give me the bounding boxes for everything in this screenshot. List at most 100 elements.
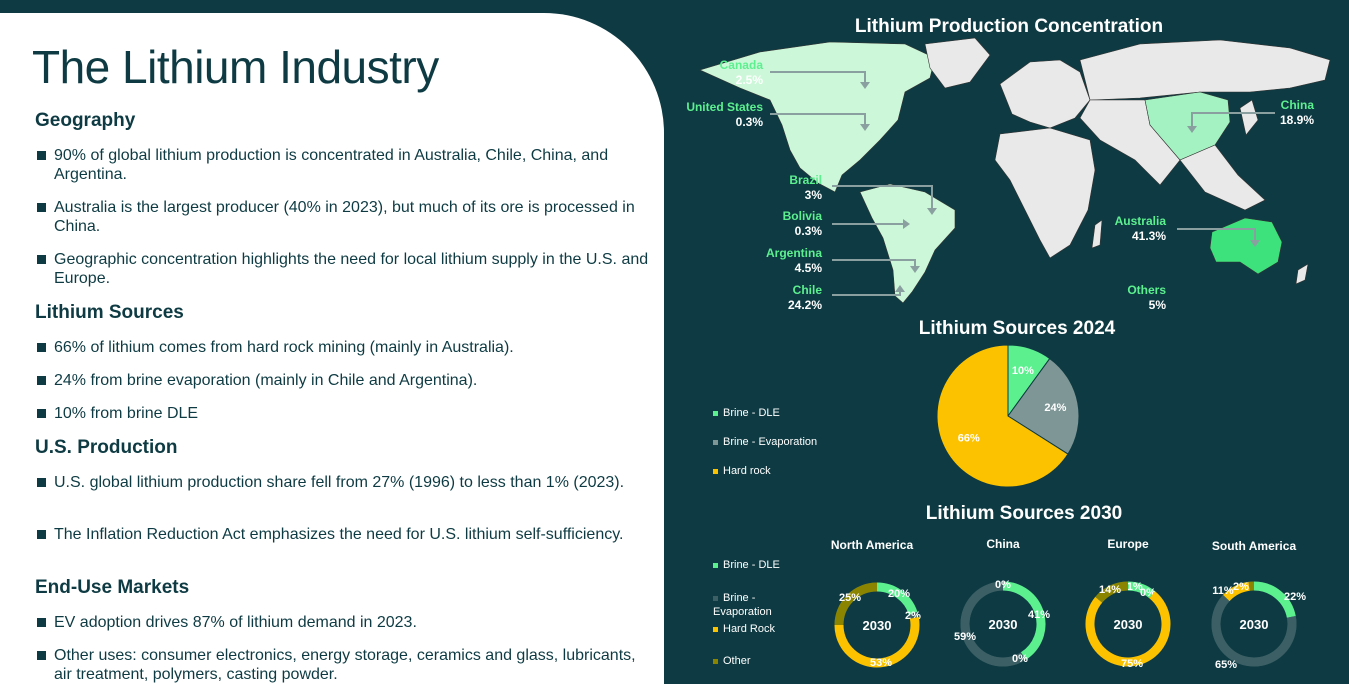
china-callout-line [1191, 112, 1275, 128]
pie-legend-hardrock: Hard rock [713, 465, 771, 477]
donut-center-label: 2030 [1240, 617, 1269, 632]
donut-data-label: 25% [839, 592, 861, 604]
legend-swatch [713, 595, 718, 601]
donut-data-label: 53% [870, 657, 892, 669]
argentina-callout-line [832, 259, 916, 268]
legend-swatch [713, 410, 718, 416]
donut-data-label: 41% [1028, 609, 1050, 621]
bullet-item: Geographic concentration highlights the … [37, 251, 649, 287]
donut-segment [1211, 594, 1297, 667]
donut-legend-evap: Brine - Evaporation [713, 592, 772, 618]
donut-data-label: 14% [1099, 584, 1121, 596]
others-label: Others 5% [1127, 283, 1166, 312]
bullet-item: 24% from brine evaporation (mainly in Ch… [37, 371, 649, 390]
donut-2030-title: Lithium Sources 2030 [925, 503, 1123, 524]
chile-label: Chile 24.2% [787, 283, 822, 312]
us-production-heading: U.S. Production [35, 437, 178, 458]
donut-south-america: 22% 65% 11% 2% 2030 [1211, 581, 1306, 671]
bullet-item: U.S. global lithium production share fel… [37, 473, 649, 492]
australia-arrowhead [1250, 240, 1260, 247]
brazil-callout-line [832, 185, 933, 210]
donut-legend-other: Other [713, 655, 751, 667]
donut-segment [960, 581, 1026, 667]
page-title: The Lithium Industry [32, 41, 439, 93]
donut-legend-dle: Brine - DLE [713, 559, 780, 571]
donut-title-china: China [986, 537, 1020, 551]
donut-title-europe: Europe [1107, 537, 1149, 551]
japan-shape [1239, 99, 1259, 136]
donut-segment [834, 617, 920, 668]
china-label: China 18.9% [1279, 98, 1314, 127]
donut-data-label: 0% [1012, 653, 1028, 665]
sources-heading: Lithium Sources [35, 302, 184, 323]
pie-2024-title: Lithium Sources 2024 [918, 318, 1116, 339]
donut-segment [1223, 581, 1251, 602]
argentina-arrowhead [910, 266, 920, 273]
donut-data-label: 0% [995, 579, 1011, 591]
end-use-heading: End-Use Markets [35, 577, 190, 598]
donut-title-south-america: South America [1211, 539, 1297, 553]
donut-segment [1253, 581, 1296, 618]
china-arrowhead [1187, 126, 1197, 133]
canada-callout-line [770, 71, 866, 84]
us-arrowhead [860, 124, 870, 131]
new-zealand-shape [1295, 263, 1309, 285]
bolivia-label: Bolivia 0.3% [782, 209, 822, 238]
donut-data-label: 22% [1284, 591, 1306, 603]
donut-segment [1085, 591, 1171, 667]
donut-segment [834, 582, 878, 626]
australia-label: Australia 41.3% [1114, 214, 1166, 243]
bullet-item: Other uses: consumer electronics, energy… [37, 646, 649, 684]
brazil-label: Brazil 3% [789, 173, 822, 202]
pie-data-label: 66% [958, 433, 980, 445]
geography-heading: Geography [35, 110, 136, 131]
legend-swatch [713, 562, 718, 568]
legend-swatch [713, 468, 718, 474]
asia-shape [1079, 39, 1331, 101]
donut-segment [908, 611, 919, 619]
canada-arrowhead [860, 82, 870, 89]
legend-swatch [713, 626, 718, 632]
bullet-item: 10% from brine DLE [37, 404, 649, 423]
pie-data-label: 10% [1012, 365, 1034, 377]
donut-title-north-america: North America [830, 538, 914, 552]
legend-swatch [713, 439, 718, 445]
pie-legend-evap: Brine - Evaporation [713, 436, 817, 448]
canada-label: Canada 2.5% [719, 58, 763, 87]
bullet-item: The Inflation Reduction Act emphasizes t… [37, 525, 649, 544]
donut-north-america: 20%2%53%25%2030 [834, 582, 921, 669]
united-states-label: United States 0.3% [686, 100, 763, 129]
donut-segment [1002, 581, 1046, 660]
donut-data-label: 65% [1215, 659, 1237, 671]
legend-swatch [713, 658, 718, 664]
donut-center-label: 2030 [863, 618, 892, 633]
pie-data-label: 24% [1044, 402, 1066, 414]
donut-segment [876, 582, 918, 615]
map-title: Lithium Production Concentration [854, 16, 1164, 37]
donut-center-label: 2030 [989, 617, 1018, 632]
donut-segment [1095, 581, 1129, 603]
europe-shape [999, 59, 1091, 129]
donut-data-label: 59% [954, 631, 976, 643]
us-callout-line [770, 113, 866, 126]
text-panel [0, 13, 664, 684]
bullet-item: 66% of lithium comes from hard rock mini… [37, 338, 649, 357]
north-america-shape [699, 41, 936, 193]
southeast-asia-shape [1179, 144, 1266, 211]
donut-center-label: 2030 [1114, 617, 1143, 632]
donut-data-label: 20% [888, 588, 910, 600]
madagascar-shape [1091, 219, 1103, 249]
donut-data-label: 2% [1233, 581, 1249, 593]
donut-china: 41% 59% 0% 0% 2030 [954, 579, 1050, 667]
donut-data-label: 75% [1121, 658, 1143, 670]
greenland-shape [924, 37, 991, 89]
australia-callout-line [1177, 228, 1256, 242]
donut-segment [1127, 581, 1156, 599]
pie-slice [936, 344, 1069, 488]
africa-shape [994, 127, 1096, 259]
australia-shape [1209, 217, 1283, 275]
donut-data-label: 11% [1212, 585, 1234, 597]
pie-legend-dle: Brine - DLE [713, 407, 780, 419]
pie-slice [1007, 357, 1080, 455]
